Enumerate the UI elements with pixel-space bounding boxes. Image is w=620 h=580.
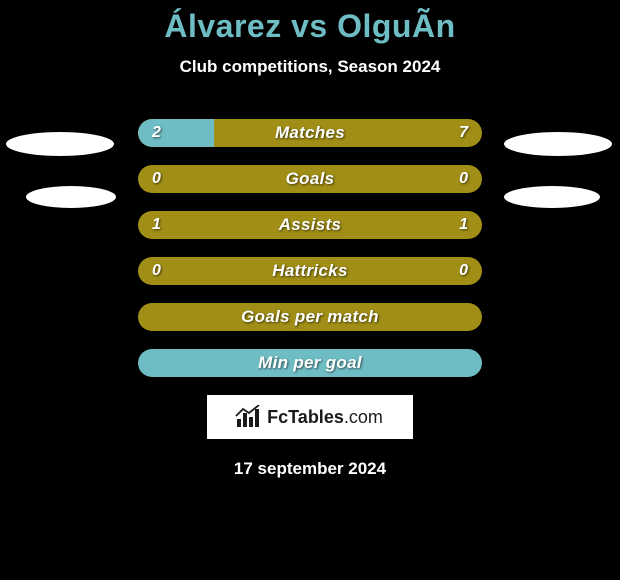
stat-bar: 00Hattricks [138,257,482,285]
decorative-ellipse [6,132,114,156]
subtitle: Club competitions, Season 2024 [0,57,620,77]
logo-chart-icon [237,407,261,427]
bar-label: Assists [138,211,482,239]
stat-bar: Goals per match [138,303,482,331]
bar-label: Matches [138,119,482,147]
bar-label: Hattricks [138,257,482,285]
bar-label: Goals per match [138,303,482,331]
stat-bar: 27Matches [138,119,482,147]
stat-bar: 00Goals [138,165,482,193]
decorative-ellipse [504,132,612,156]
comparison-card: Álvarez vs OlguÃ­n Club competitions, Se… [0,8,620,580]
page-title: Álvarez vs OlguÃ­n [0,8,620,45]
logo-text: FcTables.com [267,407,383,428]
bar-label: Goals [138,165,482,193]
decorative-ellipse [504,186,600,208]
stat-bar: Min per goal [138,349,482,377]
bar-label: Min per goal [138,349,482,377]
logo-text-light: .com [344,407,383,427]
decorative-ellipse [26,186,116,208]
fctables-logo: FcTables.com [207,395,413,439]
date-label: 17 september 2024 [0,459,620,479]
stat-bar: 11Assists [138,211,482,239]
logo-text-bold: FcTables [267,407,344,427]
comparison-bars: 27Matches 00Goals 11Assists 00Hattricks Goal… [0,119,620,377]
